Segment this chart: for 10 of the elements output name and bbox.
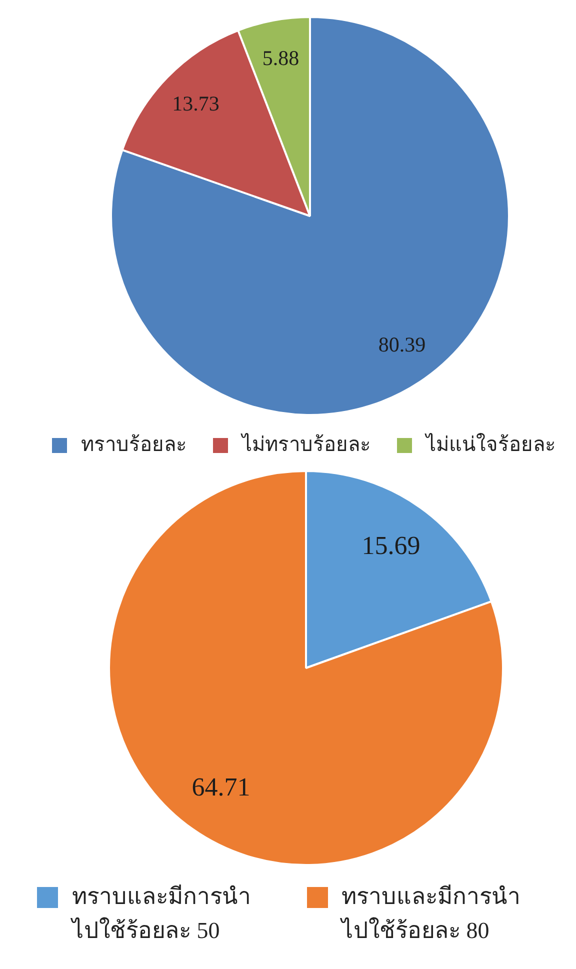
legend-label: ทราบและมีการนำไปใช้ร้อยละ 50 [72, 883, 252, 945]
data-label: 13.73 [172, 92, 220, 116]
legend-label: ไม่แน่ใจร้อยละ [426, 432, 556, 458]
legend-label: ไม่ทราบร้อยละ [242, 432, 371, 458]
data-label: 80.39 [378, 332, 426, 356]
data-label: 64.71 [192, 772, 250, 802]
legend-label: ทราบร้อยละ [81, 433, 187, 458]
data-label: 15.69 [362, 530, 420, 560]
data-label: 5.88 [262, 46, 300, 70]
legend-label: ทราบและมีการนำไปใช้ร้อยละ 80 [342, 883, 522, 945]
